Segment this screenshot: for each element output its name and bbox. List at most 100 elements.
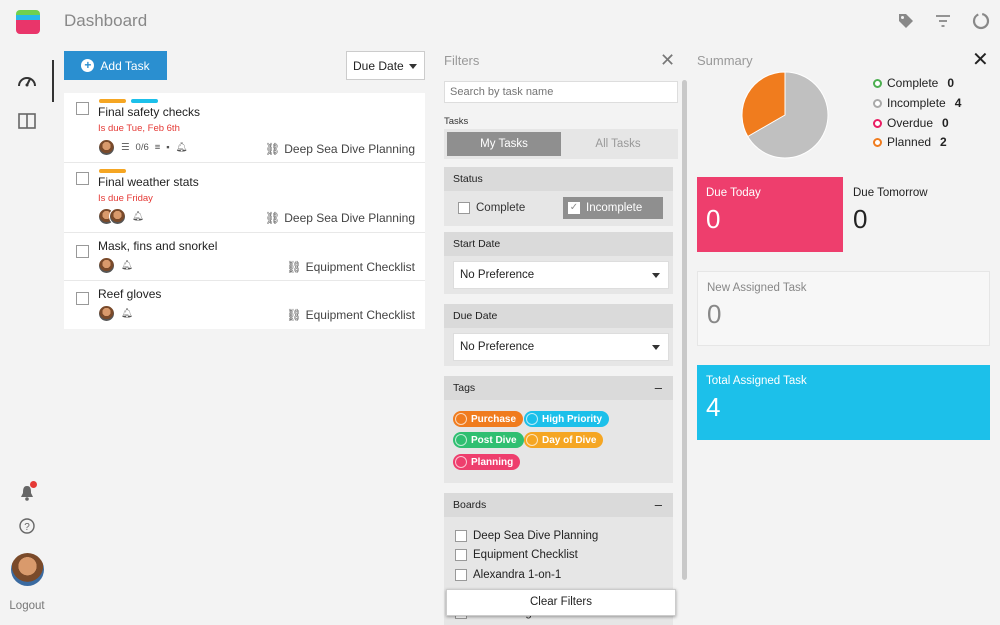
tag-ring-icon <box>455 413 467 425</box>
start-date-value: No Preference <box>460 269 535 281</box>
task-item[interactable]: Final safety checks Is due Tue, Feb 6th … <box>64 93 425 163</box>
tag-bar <box>99 99 126 103</box>
task-item[interactable]: Final weather stats Is due Friday 🔔︎ ⛓︎ D… <box>64 163 425 233</box>
page-title: Dashboard <box>64 11 148 30</box>
legend-incomplete: Incomplete 4 <box>873 96 961 110</box>
clear-filters-button[interactable]: Clear Filters <box>446 589 676 616</box>
tag-ring-icon <box>526 413 538 425</box>
legend-label: Planned <box>887 135 932 149</box>
tag-label: High Priority <box>542 413 603 425</box>
card-label: New Assigned Task <box>707 282 807 294</box>
tasks-scope-tabs: My Tasks All Tasks <box>444 129 678 159</box>
task-due-date: Is due Tue, Feb 6th <box>98 123 180 134</box>
chevron-down-icon <box>652 345 660 350</box>
card-label: Total Assigned Task <box>706 375 807 387</box>
new-assigned-card[interactable]: New Assigned Task 0 <box>697 271 990 346</box>
card-label: Due Today <box>706 187 761 199</box>
task-board-link[interactable]: ⛓︎ Deep Sea Dive Planning <box>265 142 415 156</box>
task-board-link[interactable]: ⛓︎ Equipment Checklist <box>286 308 415 322</box>
tag-purchase[interactable]: Purchase <box>453 411 524 427</box>
tag-ring-icon <box>526 434 538 446</box>
notifications-icon[interactable] <box>17 483 37 503</box>
add-task-label: Add Task <box>100 58 150 73</box>
task-tag-bars <box>99 169 126 173</box>
board-option[interactable]: Equipment Checklist <box>455 549 578 561</box>
filters-scrollbar[interactable] <box>682 80 687 580</box>
checkbox[interactable] <box>458 202 470 214</box>
tag-ring-icon <box>455 456 467 468</box>
task-title: Final weather stats <box>98 175 199 189</box>
plus-icon: + <box>81 59 95 72</box>
board-name: Deep Sea Dive Planning <box>284 142 415 156</box>
task-item[interactable]: Mask, fins and snorkel 🔔︎ ⛓︎ Equipment Ch… <box>64 233 425 281</box>
assignee-avatar <box>98 139 115 156</box>
due-today-card[interactable]: Due Today 0 <box>697 177 843 252</box>
app-logo[interactable] <box>16 10 40 34</box>
tag-day-of-dive[interactable]: Day of Dive <box>524 432 604 448</box>
tag-planning[interactable]: Planning <box>453 454 521 470</box>
tasks-label: Tasks <box>444 116 469 127</box>
link-icon: ⛓︎ <box>286 308 302 322</box>
task-board-link[interactable]: ⛓︎ Deep Sea Dive Planning <box>265 211 415 225</box>
tag-high-priority[interactable]: High Priority <box>524 411 610 427</box>
dashboard-icon[interactable] <box>17 71 37 91</box>
task-checkbox[interactable] <box>76 292 89 305</box>
legend-count: 2 <box>940 135 947 149</box>
card-value: 4 <box>706 392 721 422</box>
bell-icon: 🔔︎ <box>175 142 188 153</box>
status-complete-option[interactable]: Complete <box>453 197 525 219</box>
tab-all-tasks[interactable]: All Tasks <box>595 138 641 150</box>
board-view-icon[interactable] <box>17 111 37 131</box>
tag-icon[interactable] <box>896 11 916 31</box>
add-task-button[interactable]: + Add Task <box>64 51 167 80</box>
status-label: Incomplete <box>586 202 643 214</box>
status-ring-icon <box>873 98 882 108</box>
due-date-dropdown[interactable]: No Preference <box>453 333 669 361</box>
task-item[interactable]: Reef gloves 🔔︎ ⛓︎ Equipment Checklist <box>64 281 425 329</box>
checkbox[interactable] <box>455 569 467 581</box>
task-checkbox[interactable] <box>76 102 89 115</box>
collapse-icon[interactable]: – <box>654 380 662 395</box>
boards-header[interactable]: Boards – <box>444 493 673 517</box>
close-summary-icon[interactable]: ✕ <box>972 49 989 71</box>
tags-header[interactable]: Tags – <box>444 376 673 400</box>
filter-icon[interactable] <box>933 11 953 31</box>
checklist-icon: ☰ <box>121 142 130 153</box>
left-rail: ? Logout <box>0 0 54 625</box>
legend-count: 0 <box>942 116 949 130</box>
total-assigned-card[interactable]: Total Assigned Task 4 <box>697 365 990 440</box>
sort-dropdown[interactable]: Due Date <box>346 51 425 80</box>
legend-label: Overdue <box>887 116 934 130</box>
status-incomplete-option[interactable]: ✓ Incomplete <box>563 197 663 219</box>
description-icon: ≡ <box>154 142 161 153</box>
tag-post-dive[interactable]: Post Dive <box>453 432 524 448</box>
task-checkbox[interactable] <box>76 172 89 185</box>
checkbox[interactable] <box>455 549 467 561</box>
summary-chart-icon[interactable] <box>971 11 991 31</box>
close-filters-icon[interactable]: ✕ <box>660 50 676 70</box>
checkbox[interactable] <box>455 530 467 542</box>
active-indicator <box>52 60 54 102</box>
collapse-icon[interactable]: – <box>654 497 662 512</box>
tag-ring-icon <box>455 434 467 446</box>
board-option[interactable]: Alexandra 1-on-1 <box>455 569 561 581</box>
card-value: 0 <box>707 299 722 329</box>
task-list: Final safety checks Is due Tue, Feb 6th … <box>64 93 425 329</box>
boards-label: Boards <box>453 499 487 511</box>
user-avatar[interactable] <box>11 553 44 586</box>
card-value: 0 <box>706 204 721 234</box>
tab-my-tasks[interactable]: My Tasks <box>447 132 561 156</box>
due-tomorrow-card[interactable]: Due Tomorrow 0 <box>844 177 990 252</box>
search-input[interactable] <box>444 81 678 103</box>
chevron-down-icon <box>652 273 660 278</box>
task-checkbox[interactable] <box>76 245 89 258</box>
logout-link[interactable]: Logout <box>9 600 45 612</box>
board-option[interactable]: Deep Sea Dive Planning <box>455 530 598 542</box>
start-date-dropdown[interactable]: No Preference <box>453 261 669 289</box>
task-title: Mask, fins and snorkel <box>98 239 218 253</box>
checkmark-icon[interactable]: ✓ <box>568 202 580 214</box>
status-header: Status <box>444 167 673 191</box>
help-icon[interactable]: ? <box>17 516 37 536</box>
board-option-label: Alexandra 1-on-1 <box>473 569 562 581</box>
task-board-link[interactable]: ⛓︎ Equipment Checklist <box>286 260 415 274</box>
